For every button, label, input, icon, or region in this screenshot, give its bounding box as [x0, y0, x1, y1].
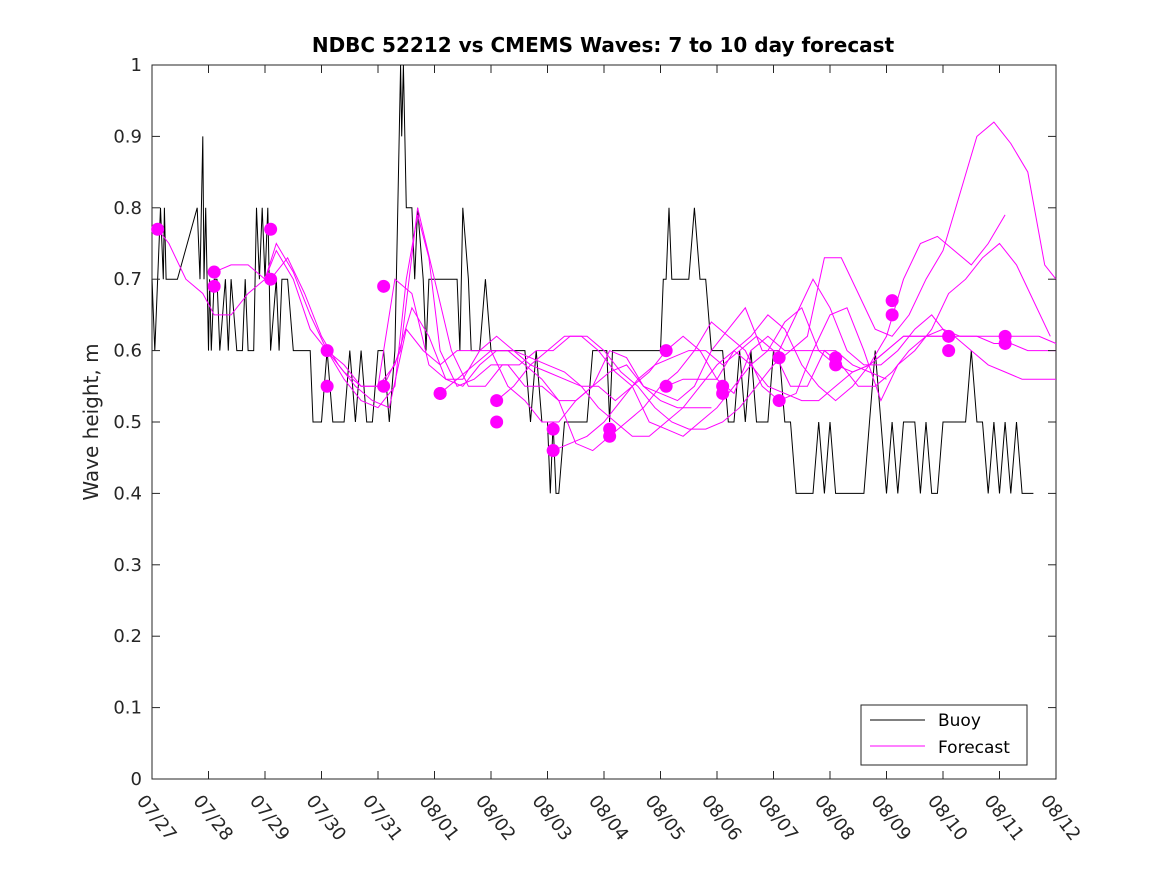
forecast-point: [320, 344, 334, 358]
buoy-line: [151, 64, 1034, 494]
forecast-point: [716, 386, 730, 400]
forecast-line-6: [439, 242, 1051, 452]
forecast-point: [546, 444, 560, 458]
legend-forecast-label: Forecast: [938, 738, 1010, 758]
forecast-line-7: [496, 306, 1056, 437]
x-tick-label: 08/05: [641, 791, 689, 845]
forecast-point: [885, 308, 899, 322]
x-tick-label: 08/10: [923, 791, 971, 845]
x-tick-label: 08/11: [980, 791, 1028, 845]
forecast-point: [207, 265, 221, 279]
y-tick-label: 0: [131, 769, 142, 790]
legend: Buoy Forecast: [860, 704, 1028, 766]
forecast-point: [603, 429, 617, 443]
forecast-point: [998, 336, 1012, 350]
legend-buoy-label: Buoy: [938, 711, 981, 731]
x-tick-label: 08/08: [810, 791, 858, 845]
x-tick-label: 08/02: [471, 791, 519, 845]
x-tick-label: 08/12: [1036, 791, 1084, 845]
forecast-point: [772, 351, 786, 365]
forecast-point: [942, 344, 956, 358]
forecast-point: [659, 379, 673, 393]
forecast-line-1: [157, 214, 712, 409]
forecast-point: [885, 294, 899, 308]
forecast-line-5: [383, 121, 1057, 430]
x-tick-label: 08/06: [697, 791, 745, 845]
y-tick-label: 0.9: [113, 126, 142, 147]
forecast-points: [151, 222, 1012, 458]
x-tick-label: 07/31: [358, 791, 406, 845]
forecast-point: [490, 415, 504, 429]
y-tick-label: 0.6: [113, 341, 142, 362]
forecast-point: [546, 422, 560, 436]
forecast-point: [942, 329, 956, 343]
forecast-point: [207, 279, 221, 293]
x-tick-label: 07/27: [132, 791, 180, 845]
forecast-point: [264, 222, 278, 236]
y-tick-label: 0.5: [113, 412, 142, 433]
x-tick-label: 08/03: [528, 791, 576, 845]
forecast-point: [264, 272, 278, 286]
x-tick-label: 07/30: [302, 791, 350, 845]
forecast-point: [433, 386, 447, 400]
y-tick-label: 1: [131, 55, 142, 76]
x-tick-label: 08/09: [867, 791, 915, 845]
forecast-point: [659, 344, 673, 358]
y-tick-label: 0.4: [113, 483, 142, 504]
chart-title: NDBC 52212 vs CMEMS Waves: 7 to 10 day f…: [312, 33, 895, 57]
forecast-line-9: [665, 335, 1057, 402]
forecast-point: [377, 379, 391, 393]
forecast-point: [151, 222, 165, 236]
y-axis-label: Wave height, m: [79, 343, 103, 500]
forecast-point: [320, 379, 334, 393]
forecast-point: [772, 394, 786, 408]
y-tick-label: 0.1: [113, 698, 142, 719]
forecast-line-3: [270, 256, 949, 423]
x-tick-label: 07/28: [189, 791, 237, 845]
x-tick-label: 08/01: [415, 791, 463, 845]
forecast-point: [490, 394, 504, 408]
x-tick-label: 08/04: [584, 791, 632, 845]
forecast-series-group: [157, 121, 1057, 452]
y-tick-label: 0.3: [113, 555, 142, 576]
x-tick-label: 08/07: [754, 791, 802, 845]
y-axis: 0 0.1 0.2 0.3 0.4 0.5 0.6 0.7 0.8 0.9 1: [113, 55, 1056, 790]
legend-box: [860, 704, 1028, 766]
y-tick-label: 0.2: [113, 626, 142, 647]
forecast-point: [829, 358, 843, 372]
buoy-series: [151, 64, 1034, 494]
forecast-point: [377, 279, 391, 293]
y-tick-label: 0.8: [113, 198, 142, 219]
y-tick-label: 0.7: [113, 269, 142, 290]
x-tick-label: 07/29: [245, 791, 293, 845]
